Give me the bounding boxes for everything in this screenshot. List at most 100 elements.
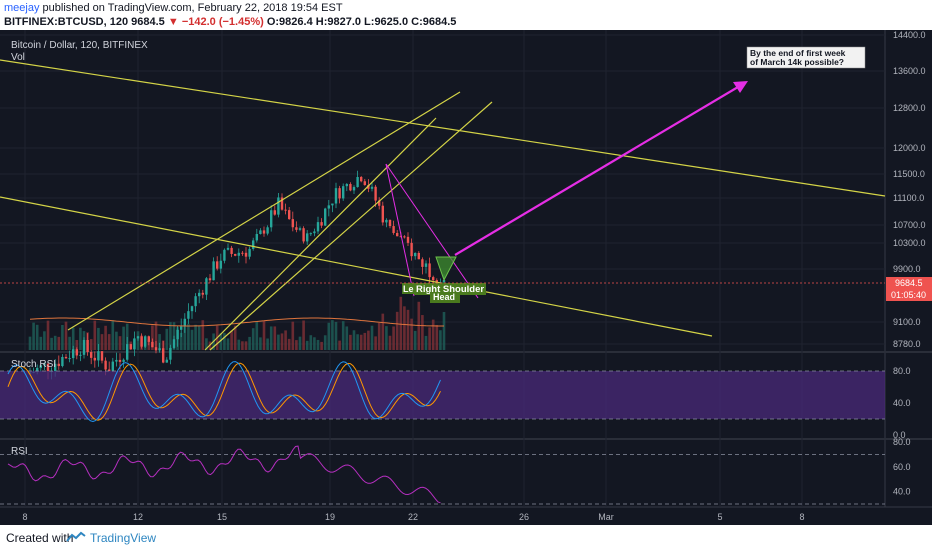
stoch-rsi-pane[interactable]: Stoch RSI 80.0 40.0 0.0 xyxy=(0,359,911,440)
volume-bar xyxy=(64,321,68,350)
volume-bar xyxy=(280,333,284,350)
volume-bar xyxy=(341,321,345,350)
volume-bar xyxy=(201,320,205,350)
candle-body xyxy=(234,253,237,256)
candle-body xyxy=(273,210,276,215)
rsi-pane[interactable]: RSI 80.0 60.0 40.0 xyxy=(0,437,911,505)
volume-bar xyxy=(75,340,79,350)
price-tick-label: 9100.0 xyxy=(893,317,921,327)
price-tick-label: 13600.0 xyxy=(893,66,926,76)
candle-body xyxy=(316,222,320,232)
volume-bar xyxy=(435,324,439,350)
candle-body xyxy=(432,277,435,281)
volume-bar xyxy=(385,326,388,350)
chart-canvas[interactable]: By the end of first week of March 14k po… xyxy=(0,30,932,525)
candle-body xyxy=(237,252,240,256)
price-axis[interactable]: 14400.0 13600.0 12800.0 12000.0 11500.0 11100… xyxy=(893,30,926,349)
time-axis[interactable]: 8 12 15 19 22 26 Mar 5 8 xyxy=(22,512,804,522)
candle-body xyxy=(424,263,428,267)
volume-bar xyxy=(406,309,410,350)
candle-body xyxy=(399,236,402,238)
price-tick-label: 8780.0 xyxy=(893,339,921,349)
change-label: −142.0 (−1.45%) xyxy=(181,16,264,28)
candle-body xyxy=(280,197,284,210)
candle-body xyxy=(309,233,312,235)
candle-body xyxy=(72,349,75,359)
wedge-pattern[interactable] xyxy=(385,163,479,299)
volume-bar xyxy=(122,326,125,350)
trendline-lower-descending[interactable] xyxy=(0,196,713,337)
volume-bar xyxy=(190,329,194,350)
tradingview-logo-icon[interactable] xyxy=(66,531,86,546)
volume-bar xyxy=(284,330,287,350)
volume-bar xyxy=(43,331,46,350)
candle-body xyxy=(421,259,424,267)
time-tick-label: Mar xyxy=(598,512,614,522)
volume-bar xyxy=(313,337,316,350)
trendlines[interactable] xyxy=(0,59,886,351)
price-tick-label: 12000.0 xyxy=(893,143,926,153)
candle-body xyxy=(187,311,190,319)
candle-body xyxy=(169,347,172,360)
volume-bar xyxy=(298,336,302,350)
ohlc-values: O:9826.4 H:9827.0 L:9625.0 C:9684.5 xyxy=(266,16,457,28)
volume-bar xyxy=(323,335,327,350)
candle-body xyxy=(219,260,222,269)
candle-body xyxy=(410,242,413,257)
wedge-upper-line[interactable] xyxy=(385,163,479,299)
candle-body xyxy=(194,296,197,307)
stoch-rsi-k-line xyxy=(7,361,441,423)
trendline-channel-2[interactable] xyxy=(204,117,437,351)
last-price-tag-bg xyxy=(886,277,932,289)
volume-bar xyxy=(345,326,349,350)
volume-bar xyxy=(287,338,291,350)
trendline-channel-1[interactable] xyxy=(67,91,461,331)
candle-body xyxy=(381,205,384,223)
candle-body xyxy=(244,252,248,257)
candle-body xyxy=(226,247,230,250)
volume-bar xyxy=(327,322,331,350)
candle-body xyxy=(86,339,89,352)
projection-arrow[interactable] xyxy=(454,81,748,256)
wedge-lower-line[interactable] xyxy=(385,163,415,297)
time-tick-label: 22 xyxy=(408,512,418,522)
candle-body xyxy=(356,176,359,188)
last-price-tag-value: 9684.5 xyxy=(895,278,923,288)
countdown-tag-value: 01:05:40 xyxy=(891,290,926,300)
pattern-labels[interactable]: Le Right Shoulder Head xyxy=(402,283,486,303)
volume-bar xyxy=(187,323,190,350)
author-link[interactable]: meejay xyxy=(4,2,40,14)
projection-arrow-line[interactable] xyxy=(454,86,739,256)
candle-body xyxy=(313,231,316,234)
tradingview-brand[interactable]: TradingView xyxy=(90,531,157,545)
volume-bar xyxy=(395,311,399,350)
trendline-channel-3[interactable] xyxy=(209,101,493,351)
volume-bar xyxy=(363,332,367,350)
rsi-line xyxy=(7,445,441,504)
volume-bar xyxy=(269,326,273,350)
candle-body xyxy=(259,230,262,235)
volume-bar xyxy=(392,326,395,350)
target-triangle[interactable] xyxy=(435,256,457,282)
volume-bar xyxy=(424,335,428,350)
candle-body xyxy=(201,292,204,295)
candle-body xyxy=(162,348,165,363)
candle-body xyxy=(158,348,161,351)
volume-bar xyxy=(197,326,201,350)
volume-bar xyxy=(410,318,413,350)
candle-body xyxy=(133,338,136,350)
volume-bar xyxy=(277,334,280,350)
volume-bar xyxy=(273,326,277,350)
candle-body xyxy=(406,236,410,243)
time-tick-label: 8 xyxy=(22,512,27,522)
volume-bar xyxy=(255,321,259,350)
callout-box[interactable]: By the end of first week of March 14k po… xyxy=(746,46,866,69)
trendline-upper-descending[interactable] xyxy=(0,59,886,197)
candle-body xyxy=(349,184,352,191)
rsi-axis: 80.0 60.0 40.0 xyxy=(893,437,911,497)
volume-bar xyxy=(309,335,313,350)
rsi-tick-label: 40.0 xyxy=(893,487,911,497)
volume-bar xyxy=(251,328,255,350)
volume-bar xyxy=(61,324,64,350)
candle-body xyxy=(374,186,377,201)
